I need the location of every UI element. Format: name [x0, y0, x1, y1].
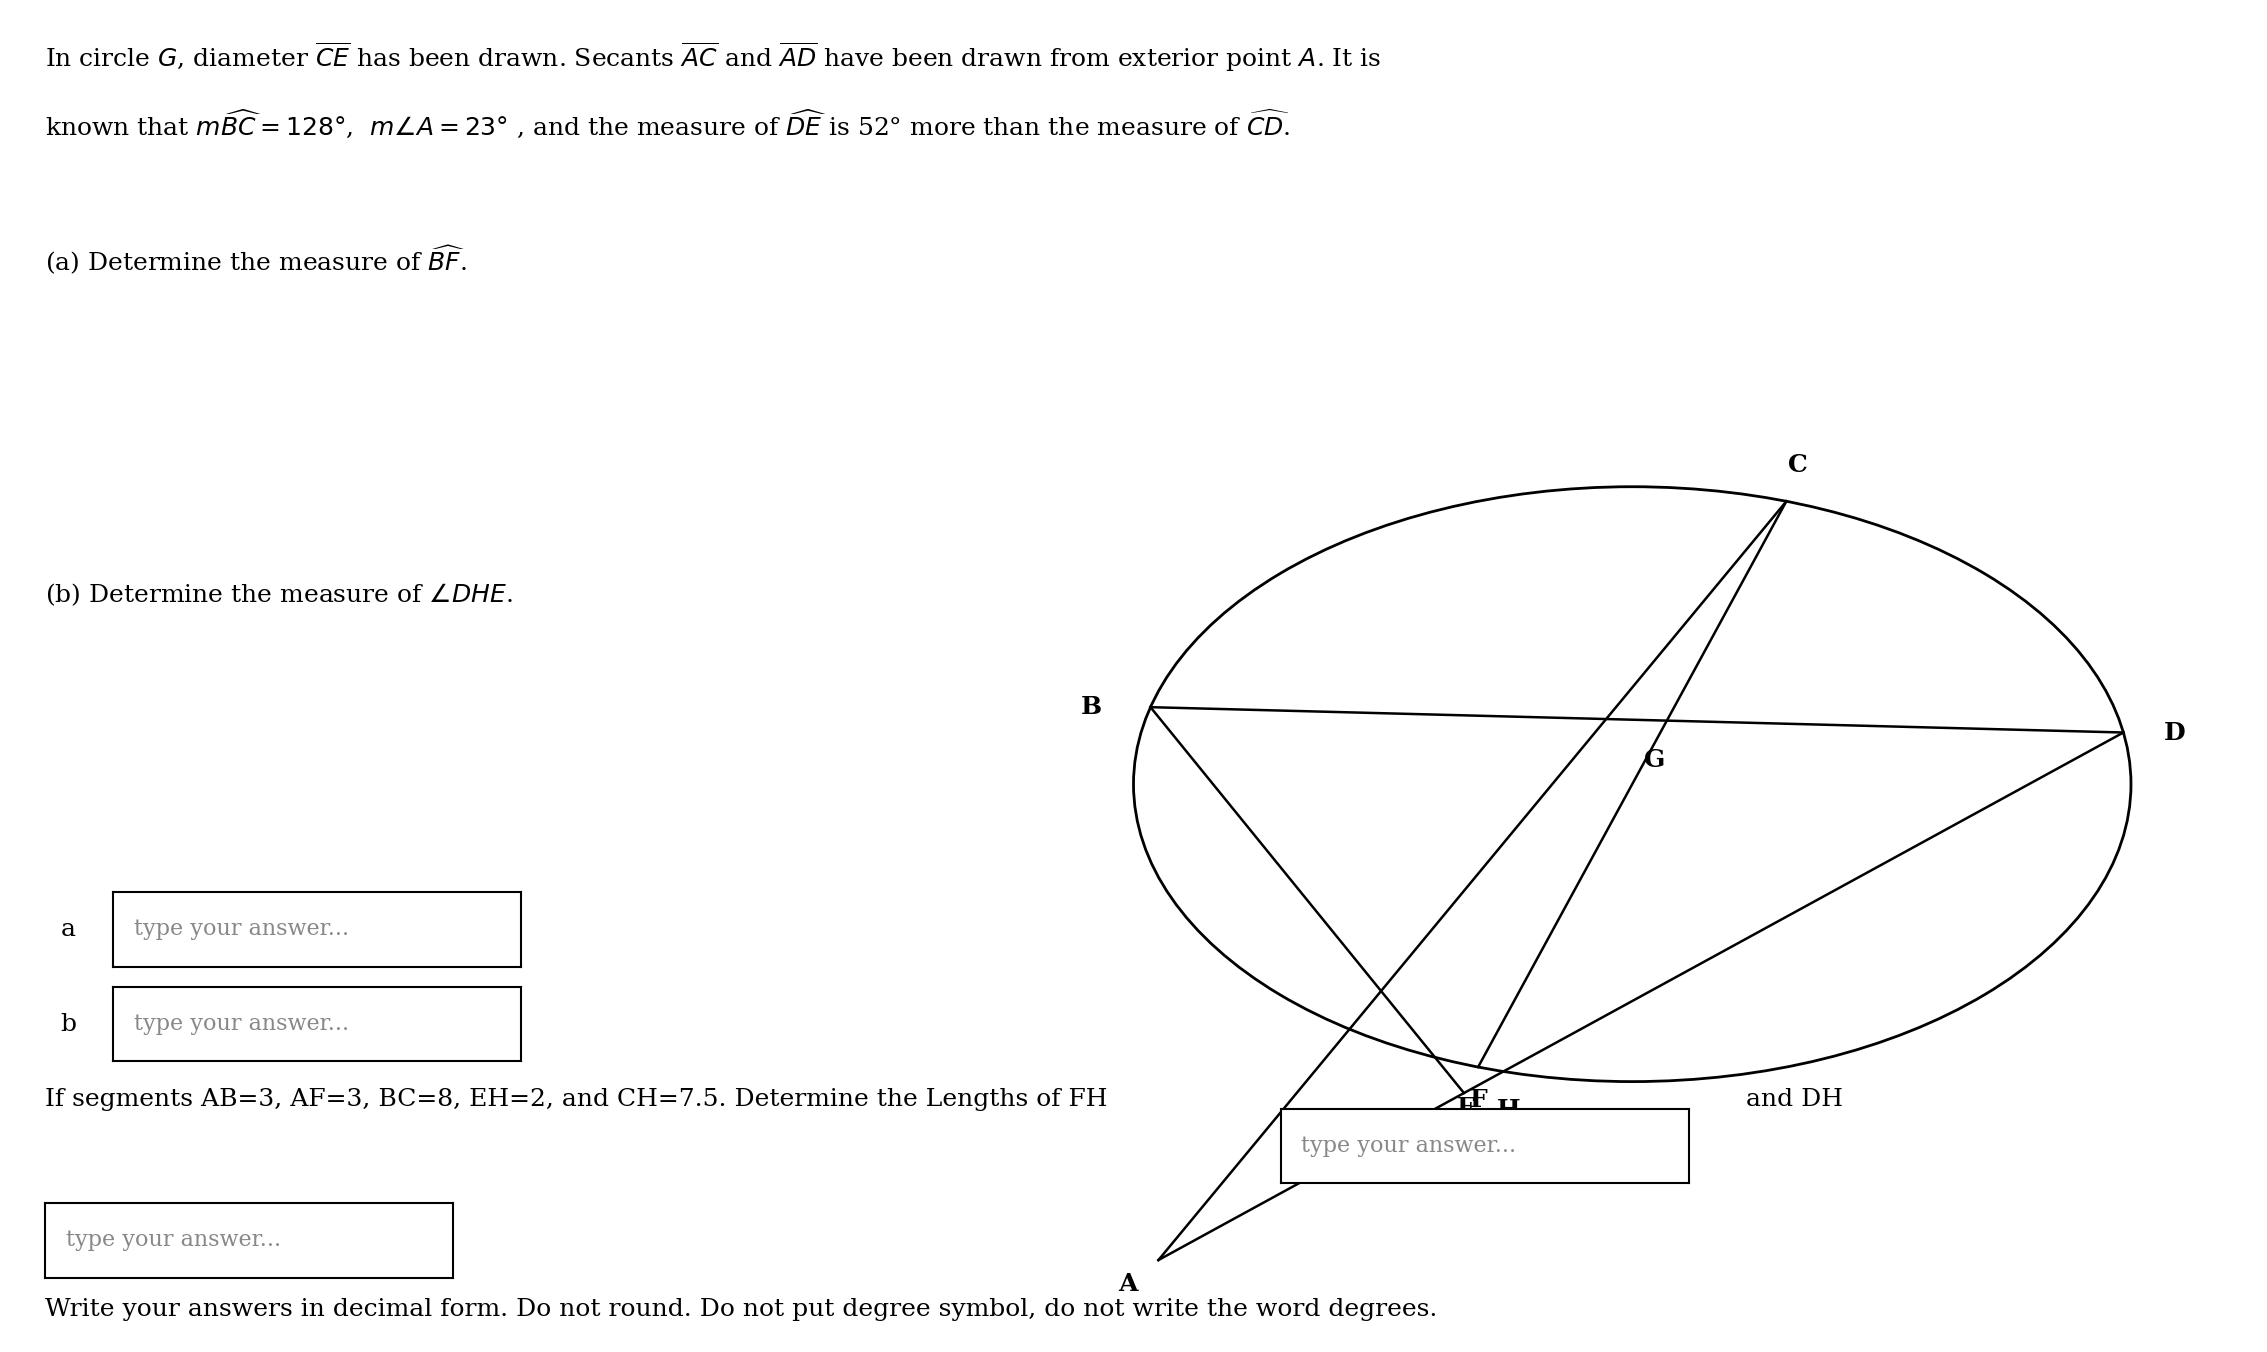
Text: In circle $G$, diameter $\overline{CE}$ has been drawn. Secants $\overline{AC}$ : In circle $G$, diameter $\overline{CE}$ …: [45, 41, 1381, 74]
Text: H: H: [1496, 1098, 1521, 1122]
Text: type your answer...: type your answer...: [66, 1229, 281, 1252]
Text: E: E: [1458, 1096, 1476, 1121]
Text: a: a: [61, 918, 75, 941]
Text: Write your answers in decimal form. Do not round. Do not put degree symbol, do n: Write your answers in decimal form. Do n…: [45, 1298, 1437, 1321]
Text: type your answer...: type your answer...: [1301, 1134, 1517, 1157]
Text: F: F: [1469, 1088, 1487, 1111]
Text: type your answer...: type your answer...: [134, 918, 349, 941]
Text: A: A: [1118, 1272, 1138, 1297]
Text: and DH: and DH: [1746, 1088, 1843, 1111]
Text: G: G: [1644, 748, 1666, 772]
Text: If segments AB=3, AF=3, BC=8, EH=2, and CH=7.5. Determine the Lengths of FH: If segments AB=3, AF=3, BC=8, EH=2, and …: [45, 1088, 1109, 1111]
Text: (a) Determine the measure of $\widehat{BF}$.: (a) Determine the measure of $\widehat{B…: [45, 243, 467, 277]
Text: B: B: [1081, 695, 1102, 719]
Text: (b) Determine the measure of $\angle DHE$.: (b) Determine the measure of $\angle DHE…: [45, 581, 512, 608]
Text: type your answer...: type your answer...: [134, 1013, 349, 1036]
Text: C: C: [1789, 453, 1807, 477]
Text: b: b: [59, 1013, 77, 1036]
Text: D: D: [2165, 721, 2185, 745]
Text: known that $m\widehat{BC}=128°$,  $m\angle A=23°$ , and the measure of $\widehat: known that $m\widehat{BC}=128°$, $m\angl…: [45, 108, 1290, 141]
